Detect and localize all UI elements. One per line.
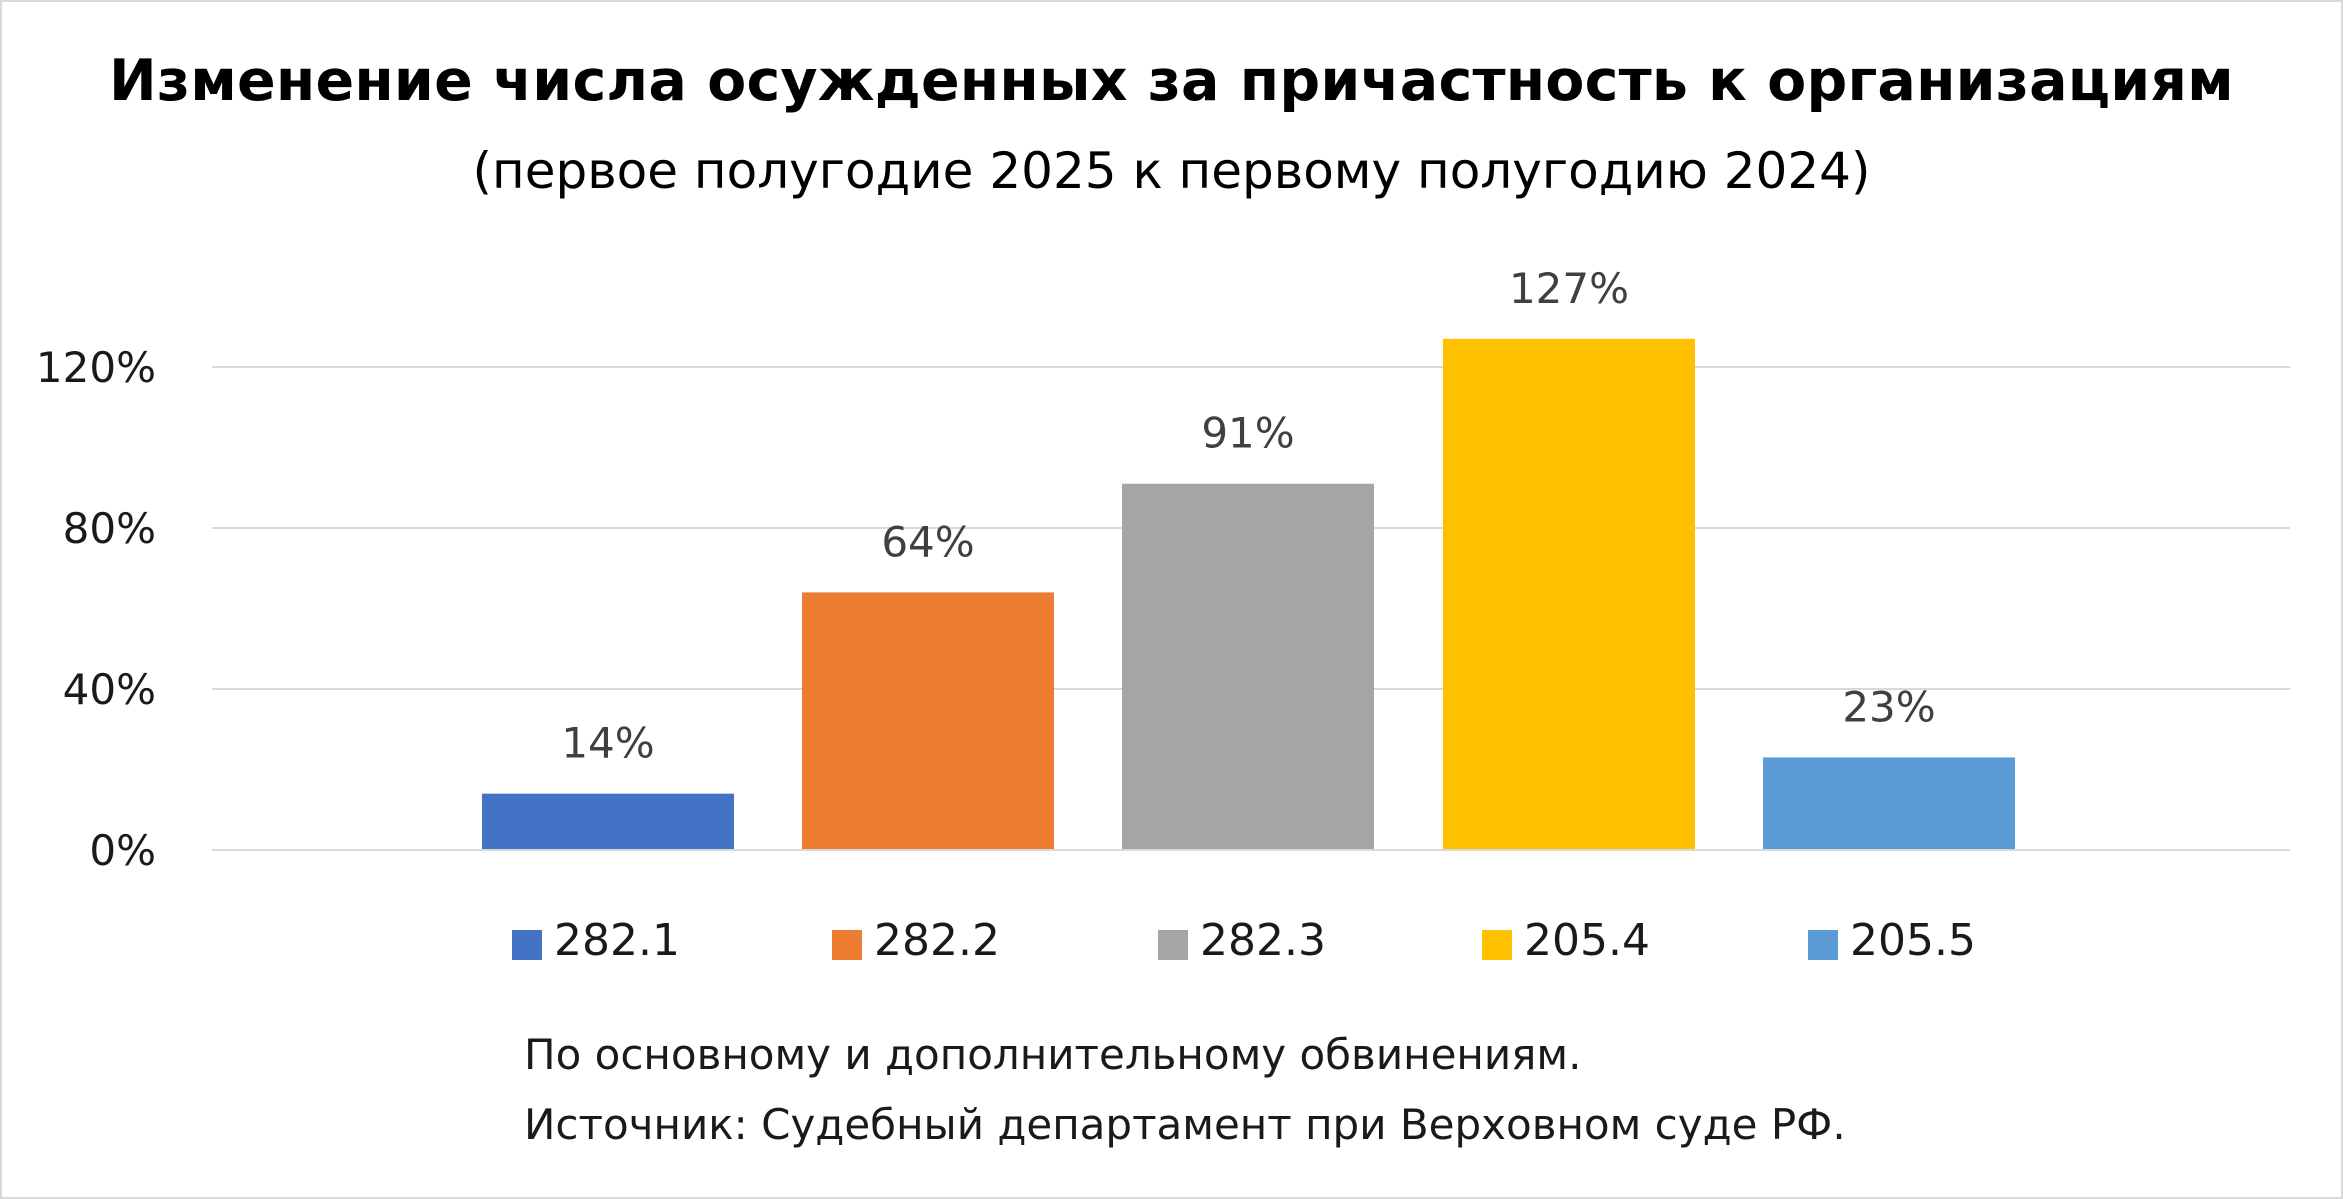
legend-label: 282.1: [554, 914, 680, 966]
note-source: Источник: Судебный департамент при Верхо…: [524, 1100, 1846, 1149]
y-axis-ticks: 0% 40% 80% 120%: [36, 343, 156, 875]
data-labels: 14% 64% 91% 127% 23%: [561, 264, 1935, 768]
y-tick-label: 120%: [36, 343, 156, 392]
legend-item-205.4: 205.4: [1482, 910, 1650, 970]
chart-title: Изменение числа осужденных за причастнос…: [109, 48, 2234, 114]
legend-item-205.5: 205.5: [1808, 910, 1976, 970]
legend-swatch: [1808, 930, 1838, 960]
legend-item-282.3: 282.3: [1158, 910, 1326, 970]
data-label-282.3: 91%: [1201, 409, 1294, 458]
y-tick-label: 0%: [89, 826, 156, 875]
note-basis: По основному и дополнительному обвинения…: [524, 1030, 1582, 1079]
data-label-205.5: 23%: [1842, 682, 1935, 731]
bar-282.2: [802, 592, 1054, 850]
legend-label: 282.3: [1200, 914, 1326, 966]
bar-282.3: [1122, 483, 1374, 850]
bars: [482, 338, 2015, 850]
data-label-282.1: 14%: [561, 719, 654, 768]
y-tick-label: 40%: [63, 665, 156, 714]
legend-swatch: [1158, 930, 1188, 960]
legend-swatch: [512, 930, 542, 960]
legend-item-282.1: 282.1: [512, 910, 680, 970]
legend-swatch: [832, 930, 862, 960]
y-tick-label: 80%: [63, 504, 156, 553]
legend-label: 205.4: [1524, 914, 1650, 966]
data-label-205.4: 127%: [1509, 264, 1629, 313]
legend-item-282.2: 282.2: [832, 910, 1000, 970]
chart-subtitle: (первое полугодие 2025 к первому полугод…: [472, 142, 1871, 200]
legend: 282.1 282.2 282.3 205.4 205.5: [0, 910, 2343, 970]
bar-282.1: [482, 793, 734, 850]
bar-205.5: [1763, 757, 2015, 850]
legend-label: 205.5: [1850, 914, 1976, 966]
bar-205.4: [1443, 338, 1695, 850]
legend-swatch: [1482, 930, 1512, 960]
data-label-282.2: 64%: [881, 517, 974, 566]
legend-label: 282.2: [874, 914, 1000, 966]
